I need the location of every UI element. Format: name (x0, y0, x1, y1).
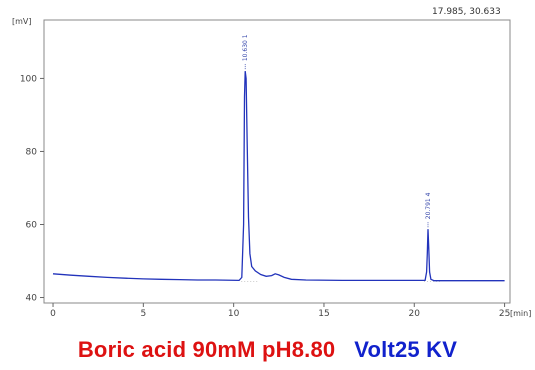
plot-frame (43, 19, 511, 304)
y-tick-label: 60 (26, 220, 38, 230)
y-tick-label: 80 (26, 147, 38, 157)
peak-label: 20.791 4 (425, 192, 432, 219)
caption-voltage: Volt25 KV (354, 337, 458, 362)
caption-conditions: Boric acid 90mM pH8.80 (77, 337, 336, 362)
x-tick-label: 20 (409, 309, 421, 319)
y-tick-label: 100 (20, 74, 37, 84)
cursor-readout: 17.985, 30.633 (432, 7, 501, 17)
y-axis-ticks: 40 60 80 100 (20, 74, 44, 304)
y-axis-unit: [mV] (12, 17, 32, 26)
peak-label: 10.630 1 (242, 34, 249, 61)
chromatogram-chart: 17.985, 30.633 [mV] [min] 40 60 80 100 0 5 10… (12, 7, 531, 319)
peak-markers: 10.630 1 20.791 4 (242, 34, 432, 228)
series-line (52, 71, 505, 282)
x-axis-ticks: 0 5 10 15 20 25 (50, 303, 510, 319)
x-tick-label: 0 (50, 309, 56, 319)
x-axis-unit: [min] (510, 309, 531, 318)
x-tick-label: 25 (499, 309, 510, 319)
chart-caption: Boric acid 90mM pH8.80 Volt25 KV (0, 337, 535, 363)
x-tick-label: 15 (318, 309, 329, 319)
x-tick-label: 5 (140, 309, 146, 319)
x-tick-label: 10 (228, 309, 240, 319)
caption-spacer (342, 337, 348, 362)
y-tick-label: 40 (26, 294, 38, 304)
